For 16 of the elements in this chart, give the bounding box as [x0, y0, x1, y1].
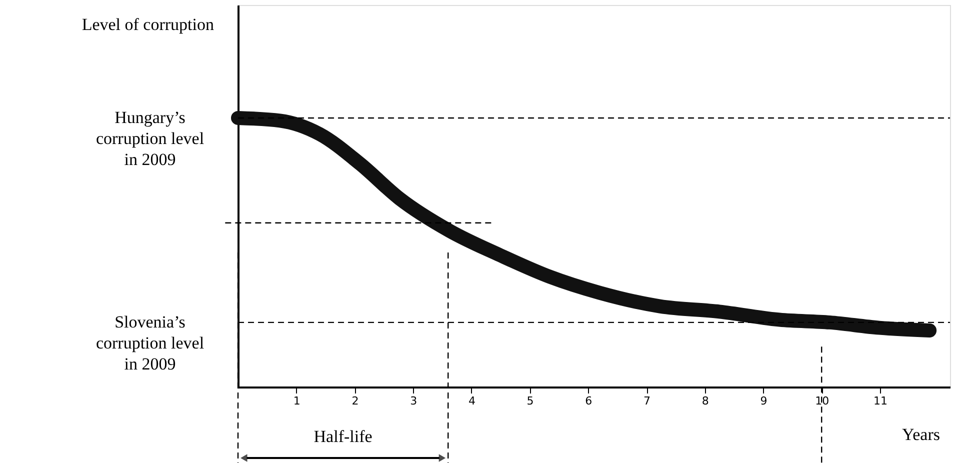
x-tick-label: 1 [293, 394, 300, 408]
x-tick-label: 6 [585, 394, 592, 408]
text: Half-life [314, 427, 372, 446]
text: Level of corruption [82, 15, 214, 34]
x-tick-label: 9 [760, 394, 768, 408]
x-tick-label: 7 [644, 394, 651, 408]
ref-line-label: Hungary’s corruption level in 2009 [96, 108, 204, 169]
ref-line-label: Slovenia’s corruption level in 2009 [96, 312, 204, 374]
x-tick-label: 11 [873, 394, 888, 408]
x-tick-label: 3 [410, 394, 418, 408]
x-tick-label: 4 [468, 394, 476, 408]
x-tick-label: 8 [702, 394, 709, 408]
x-tick-label: 2 [352, 394, 359, 408]
x-tick-label: 5 [526, 394, 534, 408]
x-axis-title: Years [902, 425, 940, 444]
x-tick-label: 10 [815, 394, 830, 408]
